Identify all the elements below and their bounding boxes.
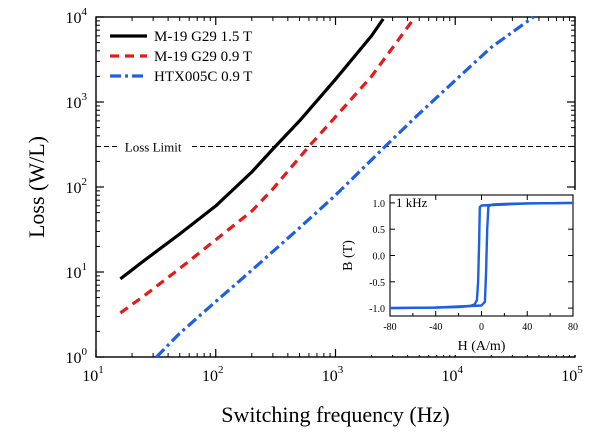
legend-label-2: M-19 G29 0.9 T bbox=[154, 49, 252, 65]
series-line-3 bbox=[155, 15, 535, 359]
hysteresis-branch-2 bbox=[389, 201, 574, 310]
inset-x-tick-label: -80 bbox=[383, 322, 396, 333]
inset-y-axis-label: B (T) bbox=[341, 240, 356, 271]
legend-label-3: HTX005C 0.9 T bbox=[154, 69, 252, 85]
inset-x-tick-label: -40 bbox=[429, 322, 442, 333]
inset-y-tick-label: 0.0 bbox=[373, 252, 386, 263]
inset-x-tick-label: 40 bbox=[522, 322, 532, 333]
x-tick-label: 101 bbox=[82, 364, 104, 385]
y-axis-label: Loss (W/L) bbox=[24, 136, 49, 238]
series-line-2 bbox=[119, 17, 415, 315]
inset-y-tick-label: 0.5 bbox=[373, 225, 386, 236]
x-axis-label: Switching frequency (Hz) bbox=[221, 402, 449, 427]
inset-y-tick-label: -0.5 bbox=[369, 278, 385, 289]
y-tick-label: 100 bbox=[66, 346, 88, 367]
x-tick-label: 105 bbox=[561, 364, 583, 385]
inset-x-tick-label: 0 bbox=[479, 322, 484, 333]
x-tick-label: 104 bbox=[442, 364, 464, 385]
inset-hysteresis-plot: -80 -40 0 40 80 -1.0 -0.5 0.0 0.5 1.0 H (A/m) B (T)… bbox=[341, 190, 578, 355]
legend-label-1: M-19 G29 1.5 T bbox=[154, 29, 252, 45]
inset-x-axis-label: H (A/m) bbox=[458, 339, 506, 354]
loss-limit-label-bg bbox=[117, 138, 190, 154]
inset-x-tick-label: 80 bbox=[568, 322, 578, 333]
y-tick-label: 101 bbox=[66, 261, 88, 282]
y-tick-label: 103 bbox=[66, 91, 88, 112]
main-plot: 101 102 103 104 105100101102103104Switching … bbox=[24, 6, 583, 427]
inset-title: 1 kHz bbox=[396, 195, 428, 210]
x-tick-label: 102 bbox=[202, 364, 224, 385]
inset-y-tick-label: -1.0 bbox=[369, 304, 385, 315]
y-tick-label: 104 bbox=[66, 6, 88, 27]
inset-y-tick-label: 1.0 bbox=[373, 199, 386, 210]
series-line-1 bbox=[119, 17, 385, 281]
y-tick-label: 102 bbox=[66, 176, 88, 197]
loss-limit-label: Loss Limit bbox=[125, 139, 182, 154]
inset-background bbox=[342, 190, 578, 355]
x-tick-label: 103 bbox=[322, 364, 344, 385]
